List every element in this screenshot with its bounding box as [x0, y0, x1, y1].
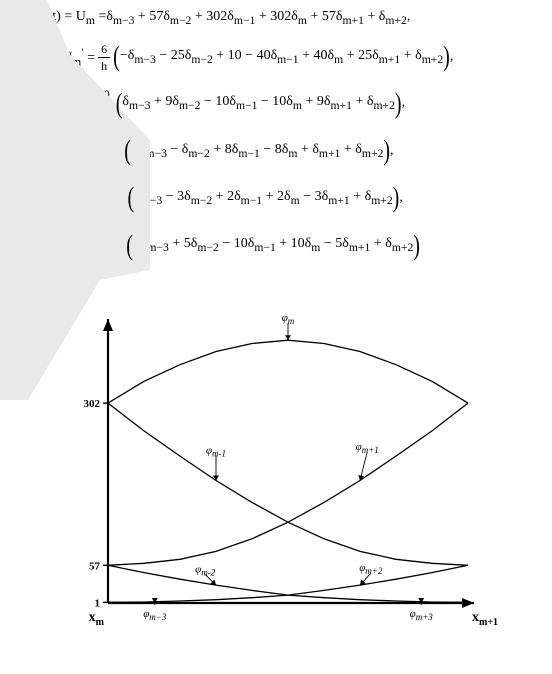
gibidir-text: gibidir.	[0, 275, 552, 303]
eq-6: Um(v) = 720 h5 ( −δm−3 + 5δm−2 − 10δm−1 …	[6, 228, 546, 263]
paren-left-icon: (	[113, 43, 120, 72]
svg-text:1: 1	[95, 598, 101, 610]
paren-right-icon: )	[395, 89, 402, 118]
equation-block: UN(xm, t) = Um = δm−3 + 57δm−2 + 302δm−1…	[0, 0, 552, 263]
paren-right-icon: )	[383, 136, 390, 165]
eq6-frac: 720 h5	[99, 228, 123, 263]
paren-left-icon: (	[126, 231, 133, 260]
eq-3: Um′′ = 30 h2 ( δm−3 + 9δm−2 − 10δm−1 − 1…	[6, 86, 546, 121]
eq-1: UN(xm, t) = Um = δm−3 + 57δm−2 + 302δm−1…	[6, 8, 546, 29]
eq3-inner: δm−3 + 9δm−2 − 10δm−1 − 10δm + 9δm+1 + δ…	[122, 93, 395, 114]
eq3-frac: 30 h2	[95, 86, 113, 121]
eq-5: Um(iv) = 360 h4 ( δm−3 − 3δm−2 + 2δm−1 +…	[6, 181, 546, 216]
eq4-lhs: Um′′′ =	[56, 138, 94, 163]
eq-4: Um′′′ = 120 h3 ( −δm−3 − δm−2 + 8δm−1 − …	[6, 133, 546, 168]
eq4-frac: 120 h3	[97, 133, 121, 168]
paren-right-icon: )	[443, 43, 450, 72]
svg-text:302: 302	[84, 399, 101, 411]
eq1-rhs: δm−3 + 57δm−2 + 302δm−1 + 302δm + 57δm+1…	[106, 8, 410, 29]
eq5-lhs: Um(iv) =	[50, 186, 97, 211]
paren-right-icon: )	[393, 184, 400, 213]
paren-left-icon: (	[127, 184, 134, 213]
eq1-lhs: UN(xm, t) = Um =	[6, 8, 106, 29]
eq3-lhs: Um′′ =	[56, 91, 92, 116]
svg-text:57: 57	[89, 561, 101, 573]
eq6-inner: −δm−3 + 5δm−2 − 10δm−1 + 10δm − 5δm+1 + …	[133, 235, 413, 256]
paren-left-icon: (	[124, 136, 131, 165]
eq2-inner: −δm−3 − 25δm−2 + 10 − 40δm−1 + 40δm + 25…	[120, 47, 443, 68]
eq4-inner: −δm−3 − δm−2 + 8δm−1 − 8δm + δm+1 + δm+2	[131, 141, 383, 162]
paren-left-icon: (	[116, 89, 123, 118]
eq5-frac: 360 h4	[100, 181, 124, 216]
eq6-lhs: Um(v) =	[52, 233, 96, 258]
eq-2: Um′ = 6 h ( −δm−3 − 25δm−2 + 10 − 40δm−1…	[6, 41, 546, 74]
bspline-chart: 157302xmxm+1φm−3φm+3φmφm-1φm+1φm-2φm+2	[46, 303, 506, 633]
eq2-lhs: Um′ =	[62, 45, 95, 70]
paren-right-icon: )	[413, 231, 420, 260]
eq5-inner: δm−3 − 3δm−2 + 2δm−1 + 2δm − 3δm+1 + δm+…	[134, 188, 393, 209]
eq2-frac: 6 h	[98, 41, 110, 74]
